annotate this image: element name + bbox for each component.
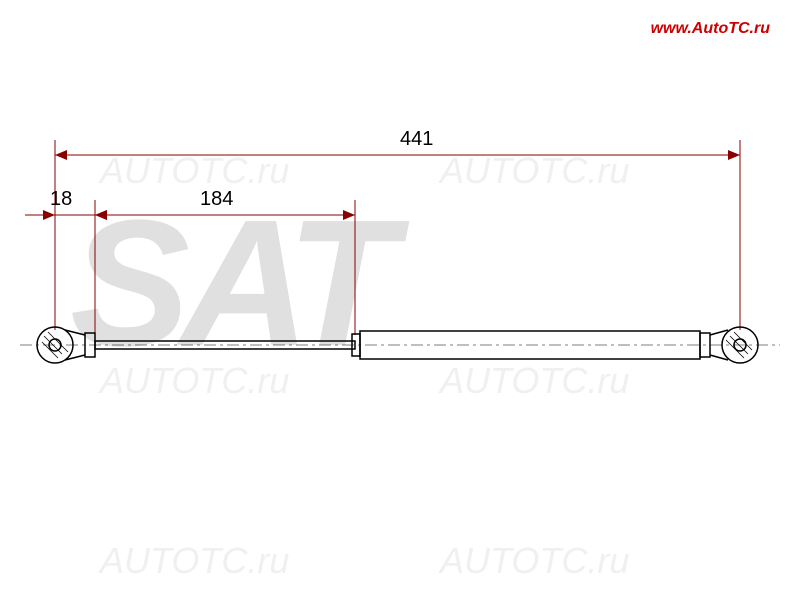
dim-total: 441	[400, 128, 433, 151]
canvas: SAT AUTOTC.ru AUTOTC.ru AUTOTC.ru AUTOTC…	[0, 0, 800, 600]
dim-end: 18	[50, 188, 72, 211]
dim-rod: 184	[200, 188, 233, 211]
gas-strut-diagram	[0, 0, 800, 600]
